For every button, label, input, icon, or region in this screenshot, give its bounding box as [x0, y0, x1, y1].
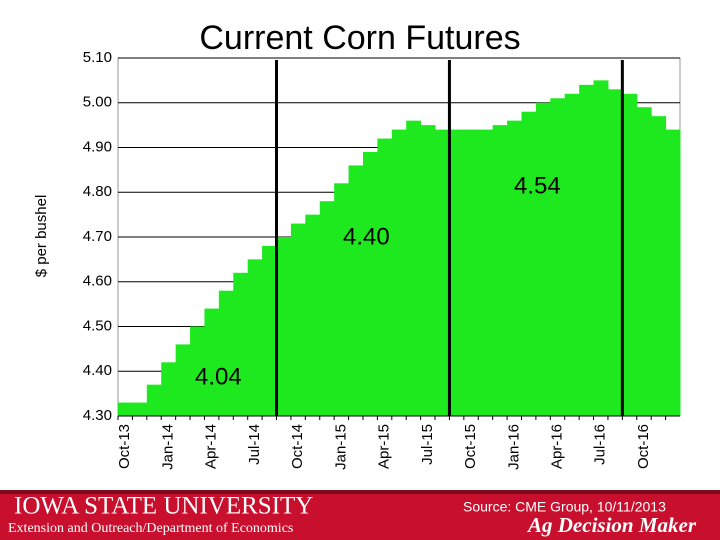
bar — [564, 93, 580, 417]
bar — [636, 107, 652, 416]
y-tick-label: 4.30 — [83, 407, 112, 424]
bar — [449, 129, 465, 416]
x-tick-label: Apr-16 — [548, 424, 565, 469]
bar — [550, 98, 566, 417]
bar — [593, 80, 609, 416]
bar — [651, 116, 667, 417]
bar — [334, 183, 350, 416]
y-tick-label: 4.90 — [83, 138, 112, 155]
x-tick-label: Jul-14 — [246, 424, 263, 465]
x-tick-label: Jan-16 — [505, 424, 522, 470]
x-tick-label: Oct-16 — [635, 424, 652, 469]
bar — [204, 308, 220, 416]
annotation: 4.54 — [514, 172, 561, 199]
source: Source: CME Group, 10/11/2013 — [463, 499, 666, 515]
bar — [132, 402, 148, 416]
bar — [175, 344, 191, 416]
bar — [218, 290, 234, 416]
y-tick-label: 5.10 — [83, 49, 112, 66]
bar — [377, 138, 393, 417]
footer-band — [0, 490, 720, 540]
y-tick-label: 4.80 — [83, 183, 112, 200]
bar — [579, 84, 595, 416]
y-tick-label: 4.70 — [83, 228, 112, 245]
x-tick-label: Oct-14 — [289, 424, 306, 469]
bar — [420, 125, 436, 416]
bar — [146, 384, 162, 416]
bar — [362, 151, 378, 416]
bar — [305, 214, 321, 416]
bar — [247, 259, 263, 416]
y-tick-label: 5.00 — [83, 94, 112, 111]
plot — [118, 57, 681, 417]
y-tick-label: 4.40 — [83, 362, 112, 379]
bar — [190, 326, 205, 416]
bar — [276, 237, 292, 416]
x-tick-label: Jul-16 — [592, 424, 609, 465]
footer-rule — [0, 490, 720, 494]
bar — [492, 125, 508, 416]
bar — [435, 129, 450, 416]
bar — [391, 129, 407, 416]
bar — [478, 129, 494, 416]
x-tick-label: Oct-15 — [462, 424, 479, 469]
bar — [607, 89, 623, 416]
bar — [406, 120, 422, 417]
brand: Ag Decision Maker — [526, 513, 697, 537]
university-name: IOWA STATE UNIVERSITY — [14, 493, 313, 520]
department: Extension and Outreach/Department of Eco… — [8, 521, 293, 536]
bar — [262, 245, 278, 416]
x-tick-label: Jul-15 — [419, 424, 436, 465]
x-tick-label: Apr-14 — [203, 424, 220, 469]
y-axis-label: $ per bushel — [33, 195, 50, 278]
y-tick-label: 4.50 — [83, 317, 112, 334]
bar — [319, 201, 335, 416]
annotation: 4.04 — [195, 363, 242, 390]
bar — [535, 102, 551, 416]
y-tick-label: 4.60 — [83, 273, 112, 290]
bar — [463, 129, 479, 416]
bar — [665, 129, 681, 416]
x-tick-label: Apr-15 — [376, 424, 393, 469]
annotation: 4.40 — [343, 223, 390, 250]
bar — [290, 223, 306, 416]
bar — [622, 93, 638, 417]
x-tick-label: Jan-14 — [159, 424, 176, 470]
bar — [348, 165, 364, 416]
x-tick-label: Oct-13 — [116, 424, 133, 469]
bar — [233, 272, 249, 416]
chart-title: Current Corn Futures — [199, 19, 520, 57]
x-tick-label: Jan-15 — [332, 424, 349, 470]
bar — [118, 402, 133, 416]
bar — [507, 120, 522, 417]
bar — [521, 111, 537, 416]
bar — [161, 362, 177, 416]
